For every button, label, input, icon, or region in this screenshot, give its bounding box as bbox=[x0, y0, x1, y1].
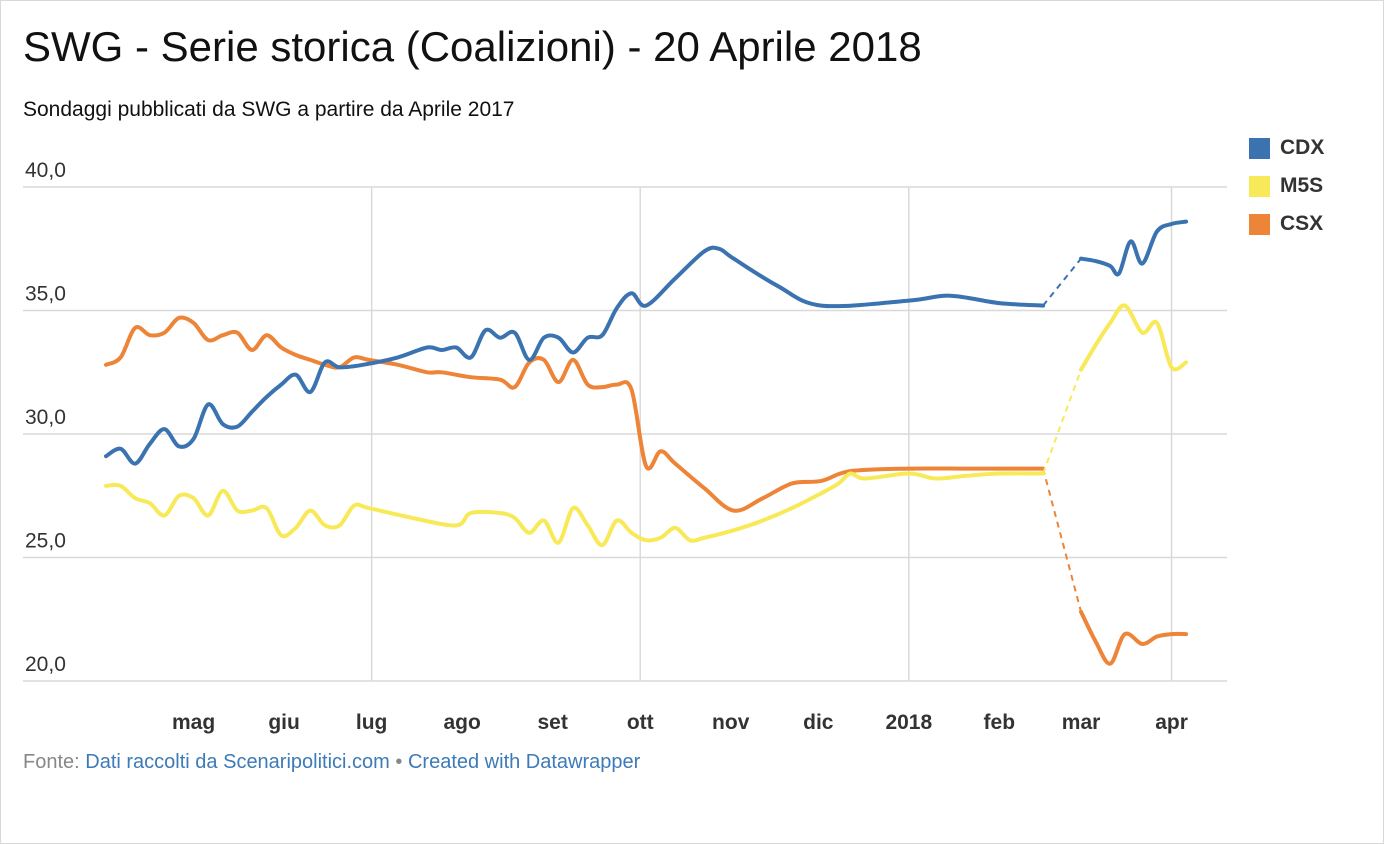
axis-layer: 20,0 25,0 30,0 35,0 40,0 mag giu lug ago set ott no… bbox=[25, 159, 1188, 734]
chart-footer: Fonte: Dati raccolti da Scenaripolitici.… bbox=[23, 751, 640, 774]
legend-label: M5S bbox=[1280, 174, 1324, 197]
legend-item-cdx: CDX bbox=[1249, 129, 1324, 167]
y-tick-label: 40,0 bbox=[25, 159, 66, 182]
x-tick-label: feb bbox=[984, 711, 1016, 734]
line-chart: 20,0 25,0 30,0 35,0 40,0 mag giu lug ago set ott no… bbox=[23, 159, 1227, 734]
y-tick-label: 35,0 bbox=[25, 283, 66, 306]
x-tick-label: lug bbox=[356, 711, 388, 734]
source-link[interactable]: Dati raccolti da Scenaripolitici.com bbox=[85, 751, 390, 773]
series-line-cdx bbox=[104, 245, 1046, 466]
series-line-m5s bbox=[1079, 303, 1189, 372]
x-tick-label: mar bbox=[1062, 711, 1101, 734]
footer-separator: • bbox=[395, 751, 403, 773]
chart-subtitle: Sondaggi pubblicati da SWG a partire da … bbox=[23, 98, 515, 121]
grid-layer bbox=[23, 186, 1227, 682]
series-gap-cdx bbox=[1042, 258, 1082, 307]
series-line-csx bbox=[104, 315, 1046, 513]
footer-prefix: Fonte: bbox=[23, 751, 80, 773]
legend-swatch bbox=[1249, 175, 1270, 197]
chart-title: SWG - Serie storica (Coalizioni) - 20 Ap… bbox=[23, 23, 922, 70]
legend-item-csx: CSX bbox=[1249, 205, 1324, 243]
series-cdx bbox=[104, 219, 1189, 466]
series-line-cdx bbox=[1079, 219, 1189, 277]
y-tick-label: 20,0 bbox=[25, 653, 66, 676]
series-gap-m5s bbox=[1042, 369, 1082, 474]
x-tick-label: ago bbox=[443, 711, 480, 734]
x-tick-label: 2018 bbox=[885, 711, 932, 734]
y-tick-label: 30,0 bbox=[25, 406, 66, 429]
series-m5s bbox=[104, 303, 1189, 548]
series-line-csx bbox=[1079, 609, 1189, 666]
legend-item-m5s: M5S bbox=[1249, 167, 1324, 205]
x-tick-label: nov bbox=[712, 711, 750, 734]
x-tick-label: ott bbox=[627, 711, 654, 734]
y-tick-label: 25,0 bbox=[25, 530, 66, 553]
series-csx bbox=[104, 315, 1189, 666]
legend: CDX M5S CSX bbox=[1249, 129, 1324, 243]
legend-swatch bbox=[1249, 137, 1270, 159]
legend-label: CSX bbox=[1280, 212, 1324, 235]
x-tick-label: mag bbox=[172, 711, 215, 734]
x-tick-label: dic bbox=[803, 711, 834, 734]
x-tick-label: apr bbox=[1155, 711, 1188, 734]
series-line-m5s bbox=[104, 471, 1046, 548]
x-tick-label: set bbox=[537, 711, 567, 734]
datawrapper-link[interactable]: Created with Datawrapper bbox=[407, 751, 641, 773]
series-gap-csx bbox=[1042, 468, 1083, 613]
series-layer bbox=[104, 219, 1189, 666]
legend-swatch bbox=[1249, 213, 1270, 235]
legend-label: CDX bbox=[1280, 136, 1325, 159]
x-tick-label: giu bbox=[268, 711, 300, 734]
